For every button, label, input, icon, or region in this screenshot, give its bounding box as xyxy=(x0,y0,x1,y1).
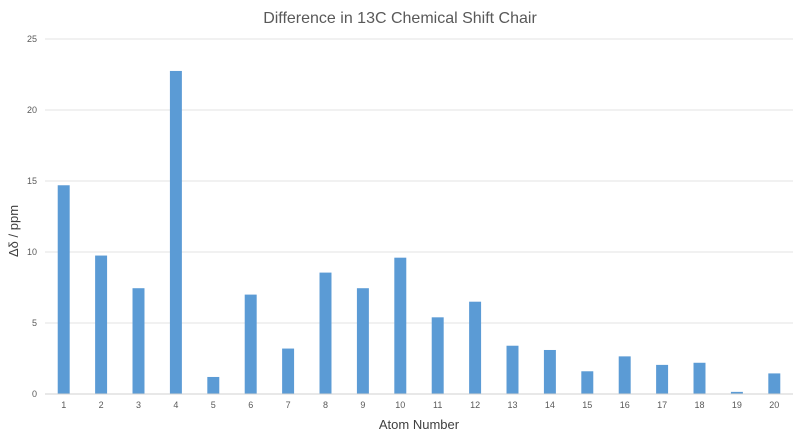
bar-atom-20 xyxy=(768,373,781,394)
x-tick-label: 11 xyxy=(433,400,442,410)
x-tick-label: 9 xyxy=(360,400,365,410)
bar-atom-16 xyxy=(618,356,631,394)
x-tick-label: 3 xyxy=(136,400,141,410)
bar-atom-17 xyxy=(656,364,669,394)
bar-atom-8 xyxy=(319,272,332,394)
bar-atom-2 xyxy=(95,255,108,394)
x-tick-label: 19 xyxy=(732,400,742,410)
bars xyxy=(57,70,781,394)
x-tick-label: 4 xyxy=(173,400,178,410)
x-tick-label: 13 xyxy=(507,400,517,410)
x-tick-label: 7 xyxy=(286,400,291,410)
bar-atom-11 xyxy=(431,317,444,394)
x-tick-label: 18 xyxy=(694,400,704,410)
y-tick-label: 5 xyxy=(32,318,37,328)
x-tick-label: 10 xyxy=(395,400,405,410)
bar-atom-5 xyxy=(207,376,220,394)
bar-atom-9 xyxy=(356,288,369,394)
x-tick-label: 20 xyxy=(769,400,779,410)
x-tick-label: 17 xyxy=(657,400,667,410)
x-tick-label: 5 xyxy=(211,400,216,410)
bar-atom-15 xyxy=(581,371,594,394)
bar-atom-19 xyxy=(730,391,743,394)
y-axis-ticks: 0 5 10 15 20 25 xyxy=(27,34,37,399)
bar-atom-6 xyxy=(244,294,257,394)
y-axis-label: Δδ / ppm xyxy=(6,205,21,257)
bar-atom-18 xyxy=(693,362,706,394)
y-tick-label: 10 xyxy=(27,247,37,257)
chart-title: Difference in 13C Chemical Shift Chair xyxy=(263,10,537,27)
x-tick-label: 8 xyxy=(323,400,328,410)
gridlines xyxy=(45,38,793,324)
bar-atom-13 xyxy=(506,345,519,394)
x-tick-label: 1 xyxy=(61,400,66,410)
x-axis-label: Atom Number xyxy=(379,417,460,432)
y-tick-label: 0 xyxy=(32,389,37,399)
bar-atom-4 xyxy=(169,70,182,394)
bar-atom-1 xyxy=(57,185,70,394)
x-tick-label: 14 xyxy=(545,400,555,410)
x-tick-label: 12 xyxy=(470,400,480,410)
bar-atom-12 xyxy=(469,301,482,394)
x-tick-label: 15 xyxy=(582,400,592,410)
x-tick-label: 2 xyxy=(99,400,104,410)
bar-atom-10 xyxy=(394,257,407,394)
y-tick-label: 15 xyxy=(27,176,37,186)
x-tick-label: 16 xyxy=(620,400,630,410)
x-tick-label: 6 xyxy=(248,400,253,410)
bar-atom-7 xyxy=(282,348,295,394)
y-tick-label: 20 xyxy=(27,105,37,115)
bar-atom-14 xyxy=(543,349,556,394)
x-axis-ticks: 1 2 3 4 5 6 7 8 9 10 11 12 13 14 15 16 17 18 19 20 xyxy=(61,400,779,410)
bar-atom-3 xyxy=(132,288,145,394)
y-tick-label: 25 xyxy=(27,34,37,44)
